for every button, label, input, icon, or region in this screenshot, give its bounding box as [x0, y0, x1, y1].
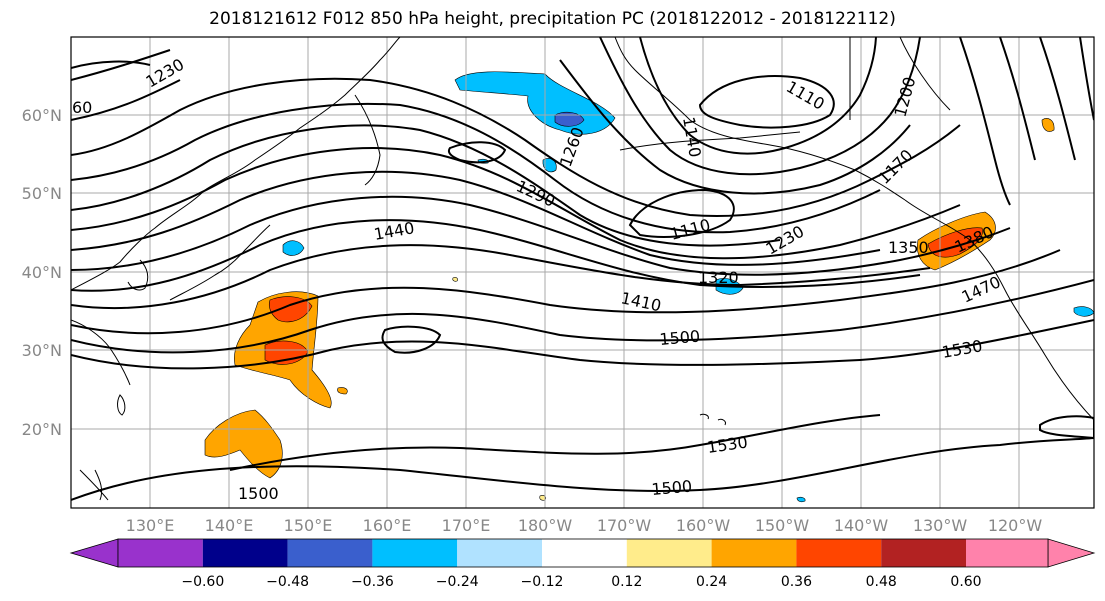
lon-label-130e: 130°E: [126, 516, 175, 535]
contour-label-1350: 1350: [888, 238, 929, 257]
colorbar-segment-11: [966, 539, 1048, 567]
precip-pos-canada: [1041, 118, 1055, 132]
colorbar-segment-8: [711, 539, 797, 567]
coastlines: [71, 37, 1094, 501]
contour-1350: [71, 170, 881, 266]
contour-label-1500-south: 1500: [651, 477, 693, 499]
contour-ne-dense: [959, 37, 1094, 206]
contour-closed-west: [447, 141, 507, 164]
colorbar-extend-high: [1047, 538, 1096, 568]
precip-neg-dot1: [796, 496, 806, 503]
contour-1440: [71, 244, 931, 310]
precip-pos-south: [204, 409, 283, 479]
contour-closed-mid: [381, 325, 442, 354]
contour-1320: [71, 147, 961, 260]
coast-aleutians: [619, 131, 801, 151]
coast-taiwan: [117, 394, 126, 416]
lon-label-160w: 160°W: [676, 516, 731, 535]
contour-1290: [71, 124, 781, 247]
precip-neg-small1: [542, 158, 557, 173]
contour-label-1320: 1320: [698, 268, 739, 287]
contour-1530-south: [229, 414, 881, 471]
lat-label-50n: 50°N: [22, 184, 62, 203]
contour-label-1260-edge: 60: [72, 98, 92, 117]
lon-label-140w: 140°W: [834, 516, 889, 535]
colorbar-tick-2: −0.48: [266, 574, 309, 590]
colorbar-segment-5: [457, 539, 542, 567]
contour-1530-east: [71, 319, 1094, 370]
precip-pos-west-pacific-core1: [268, 296, 313, 323]
coast-hawaii: [699, 413, 726, 426]
lon-label-150e: 150°E: [284, 516, 333, 535]
lon-label-140e: 140°E: [205, 516, 254, 535]
lat-label-30n: 30°N: [22, 341, 62, 360]
lon-label-160e: 160°E: [363, 516, 412, 535]
colorbar-segment-6: [542, 539, 627, 567]
contour-label-1500-mid: 1500: [659, 327, 701, 349]
lat-label-60n: 60°N: [22, 106, 62, 125]
contour-1110-north: [698, 75, 835, 129]
lon-label-120w: 120°W: [988, 516, 1043, 535]
contour-1200: [71, 49, 911, 195]
colorbar-tick-3: −0.36: [351, 574, 394, 590]
contour-1470: [71, 249, 1061, 335]
map-plot-area: 1230 60 1290 1260 1440 1110 1140 1110 12…: [71, 37, 1094, 508]
coast-kamchatka: [354, 94, 381, 186]
coast-na-west: [904, 199, 1094, 421]
colorbar-segment-3: [287, 539, 373, 567]
colorbar-segment-1: [118, 539, 203, 567]
precip-pos-dot3: [452, 277, 458, 282]
colorbar-segment-2: [202, 539, 288, 567]
colorbar-tick-1: −0.60: [181, 574, 224, 590]
coast-asia-east: [71, 37, 401, 291]
height-contours: [71, 37, 1094, 501]
contour-1410: [71, 219, 921, 292]
contour-1140: [639, 37, 877, 155]
colorbar-extend-low: [69, 538, 119, 568]
colorbar-segment-9: [796, 539, 882, 567]
coast-na-north: [849, 37, 951, 120]
contour-label-1500-sw: 1500: [238, 484, 279, 503]
colorbar-tick-8: 0.36: [781, 574, 812, 590]
lon-label-170w: 170°W: [597, 516, 652, 535]
contour-1110-low: [628, 188, 735, 238]
lon-label-180w: 180°W: [518, 516, 573, 535]
colorbar-tick-7: 0.24: [696, 574, 727, 590]
precip-neg-japan: [282, 240, 305, 256]
contour-1230: [71, 77, 961, 217]
coast-philippines: [79, 469, 109, 501]
map-frame: [70, 36, 1095, 509]
colorbar-segment-7: [626, 539, 712, 567]
colorbar-outline: [117, 538, 1049, 568]
lat-labels: 60°N 50°N 40°N 30°N 20°N: [22, 106, 62, 439]
colorbar-segment-4: [372, 539, 458, 567]
colorbar-tick-9: 0.48: [866, 574, 897, 590]
contour-1500: [71, 279, 1094, 354]
lon-label-130w: 130°W: [913, 516, 968, 535]
contour-nw-corner: [71, 60, 181, 121]
colorbar-tick-5: −0.12: [521, 574, 564, 590]
contour-1260: [71, 102, 881, 234]
lat-label-20n: 20°N: [22, 420, 62, 439]
lon-labels: 130°E 140°E 150°E 160°E 170°E 180°W 170°…: [126, 516, 1043, 535]
colorbar: −0.60 −0.48 −0.36 −0.24 −0.12 0.12 0.24 …: [69, 538, 1096, 590]
contour-1170: [599, 37, 921, 176]
colorbar-tick-6: 0.12: [611, 574, 642, 590]
lat-label-40n: 40°N: [22, 263, 62, 282]
precip-shading: [204, 71, 1094, 503]
coast-japan: [169, 224, 271, 301]
colorbar-segment-10: [881, 539, 966, 567]
colorbar-tick-4: −0.24: [436, 574, 479, 590]
lon-label-170e: 170°E: [442, 516, 491, 535]
map-title: 2018121612 F012 850 hPa height, precipit…: [209, 9, 896, 29]
precip-pos-dot1: [337, 387, 348, 395]
contour-1380: [71, 195, 1011, 276]
lon-label-150w: 150°W: [755, 516, 810, 535]
contour-closed-se: [1039, 415, 1094, 440]
map-gridlines: [71, 37, 1094, 508]
colorbar-tick-10: 0.60: [950, 574, 981, 590]
precip-neg-bering-core: [554, 111, 585, 127]
